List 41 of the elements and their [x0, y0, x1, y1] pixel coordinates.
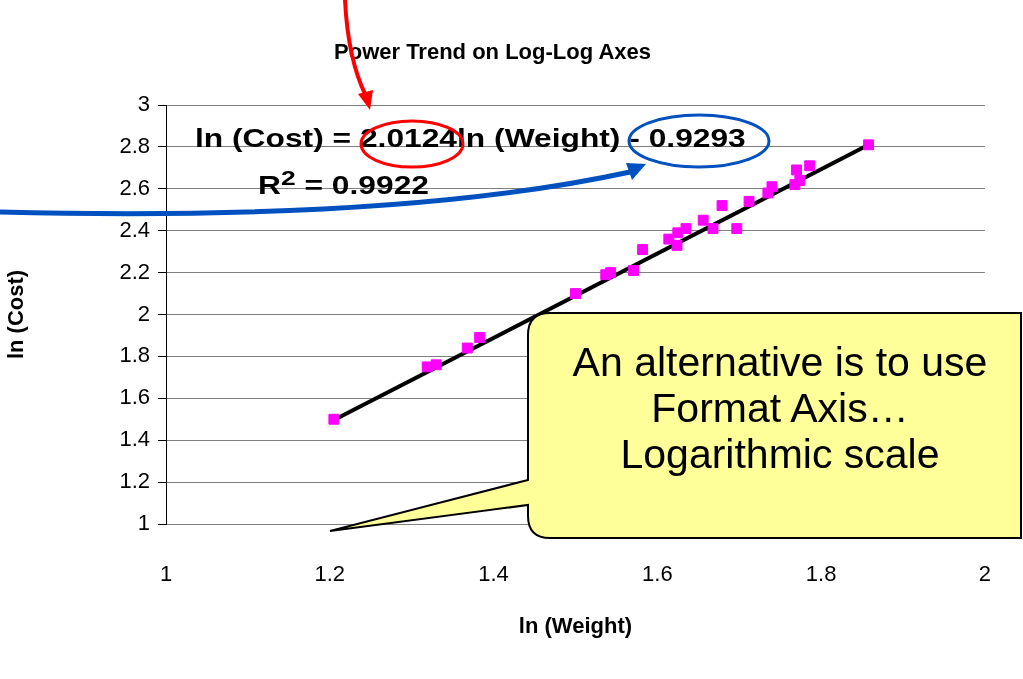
y-tick-label: 1.4 [119, 426, 150, 452]
point [791, 164, 802, 176]
x-tick-label: 2 [978, 561, 992, 587]
point [794, 174, 806, 186]
point [743, 195, 755, 207]
point [461, 342, 473, 354]
y-tick-label: 3 [137, 91, 150, 117]
y-tick-label: 2 [137, 300, 150, 326]
x-tick-label: 1.2 [314, 561, 346, 587]
point [328, 413, 340, 425]
annotation: R$^{2}$ = 0.9922 [258, 166, 429, 201]
y-tick-label: 1.6 [119, 384, 150, 410]
point [697, 214, 709, 226]
point [637, 244, 649, 256]
y-axis-title: ln (Cost) [3, 269, 29, 360]
x-tick-label: 1.8 [805, 561, 837, 587]
point [605, 267, 617, 279]
y-tick-label: 1.2 [119, 468, 150, 494]
y-tick-label: 1.8 [119, 342, 150, 368]
x-axis-title: ln (Weight) [518, 612, 633, 638]
x-tick-label: 1.6 [642, 561, 673, 587]
point [731, 223, 743, 235]
y-tick-label: 2.8 [119, 132, 150, 158]
point [804, 160, 816, 172]
point [430, 359, 442, 371]
y-tick-label: 1 [137, 510, 150, 536]
y-tick-label: 2.2 [119, 258, 150, 284]
point [707, 223, 719, 235]
point [628, 265, 640, 276]
point [474, 332, 486, 343]
point [680, 223, 692, 235]
point [671, 239, 683, 251]
x-tick-label: 1 [159, 561, 173, 587]
point [569, 288, 581, 299]
point [766, 181, 778, 193]
point [716, 200, 728, 212]
point [863, 139, 875, 151]
y-tick-label: 2.4 [119, 216, 150, 242]
annotation: An alternative is to use Format Axis… Logarithmic scale [571, 339, 989, 478]
x-tick-label: 1.4 [478, 561, 509, 587]
y-tick-label: 2.6 [119, 174, 150, 200]
